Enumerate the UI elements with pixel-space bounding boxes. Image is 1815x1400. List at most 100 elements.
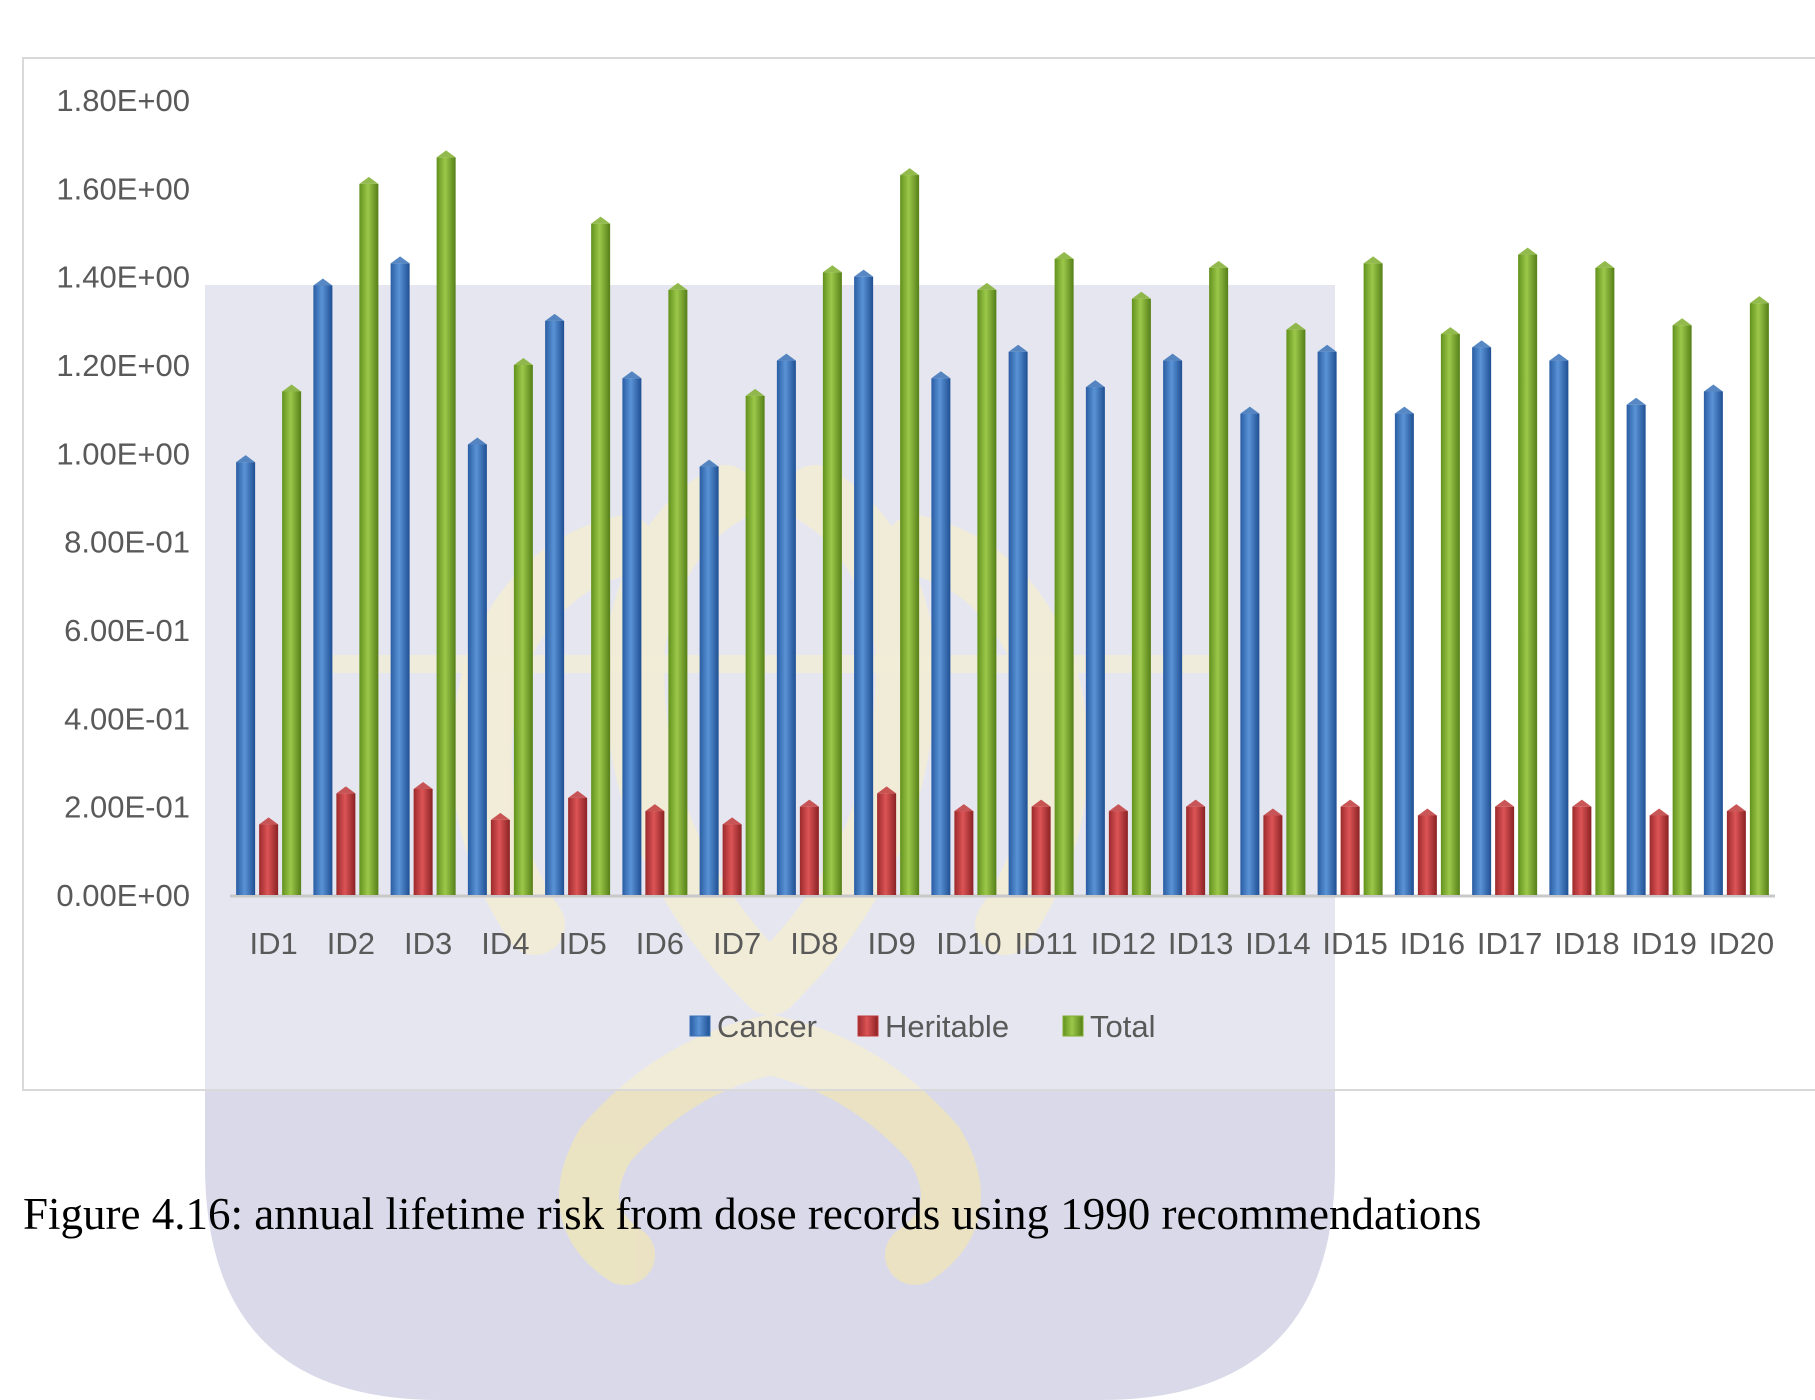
bar-cancer-id5 [545, 320, 565, 895]
bar-chart: 0.00E+00 2.00E-01 4.00E-01 6.00E-01 8.00E-01… [56, 83, 1775, 1044]
plot-area [236, 150, 1769, 896]
bar-cancer-id13 [1163, 360, 1183, 895]
bar-cap-heritable-id4 [490, 812, 510, 820]
bar-cap-total-id6 [668, 282, 688, 290]
x-tick-label-id20: ID20 [1709, 926, 1774, 961]
bar-cap-cancer-id7 [699, 459, 719, 467]
bar-total-id20 [1749, 303, 1769, 896]
figure-caption: Figure 4.16: annual lifetime risk from d… [23, 1189, 1482, 1239]
legend-label-cancer: Cancer [717, 1009, 817, 1044]
bar-cap-cancer-id9 [854, 269, 874, 277]
bar-total-id16 [1440, 334, 1460, 895]
bar-cap-heritable-id1 [259, 817, 279, 825]
bar-cap-cancer-id5 [545, 313, 565, 321]
bar-cap-cancer-id19 [1626, 397, 1646, 405]
bar-cap-cancer-id12 [1085, 380, 1105, 388]
bar-cancer-id7 [699, 466, 719, 895]
bar-heritable-id13 [1186, 806, 1206, 895]
x-tick-label-id2: ID2 [327, 926, 375, 961]
bar-total-id2 [359, 183, 379, 895]
bar-heritable-id5 [568, 797, 588, 895]
x-tick-label-id14: ID14 [1245, 926, 1310, 961]
legend-label-total: Total [1090, 1009, 1155, 1044]
bar-cap-heritable-id5 [568, 790, 588, 798]
bar-cap-cancer-id6 [622, 371, 642, 379]
bar-heritable-id1 [259, 824, 279, 895]
legend-swatch-heritable [857, 1015, 879, 1037]
bar-heritable-id9 [877, 793, 897, 895]
bar-cap-cancer-id8 [776, 353, 796, 361]
legend-item-cancer: Cancer [689, 1009, 817, 1044]
bar-cap-heritable-id9 [877, 786, 897, 794]
bar-cap-total-id1 [282, 384, 302, 392]
bar-heritable-id18 [1572, 806, 1592, 895]
bar-heritable-id15 [1340, 806, 1360, 895]
bar-cap-cancer-id13 [1163, 353, 1183, 361]
bar-total-id10 [977, 289, 997, 896]
bar-cap-heritable-id20 [1726, 804, 1746, 812]
bar-cap-cancer-id16 [1394, 406, 1414, 414]
x-tick-label-id18: ID18 [1554, 926, 1619, 961]
bar-heritable-id7 [722, 824, 742, 895]
bar-cap-total-id20 [1749, 296, 1769, 304]
legend: Cancer Heritable Total [689, 1009, 1155, 1044]
bar-cap-total-id4 [513, 358, 533, 365]
bar-cap-cancer-id11 [1008, 344, 1028, 352]
legend-swatch-total [1062, 1015, 1084, 1037]
bar-total-id4 [513, 365, 533, 895]
series-heritable [259, 782, 1746, 895]
x-tick-label-id8: ID8 [790, 926, 838, 961]
bar-cap-heritable-id7 [722, 817, 742, 825]
bar-cap-heritable-id12 [1108, 804, 1128, 812]
bar-heritable-id14 [1263, 815, 1283, 895]
x-tick-label-id11: ID11 [1015, 926, 1078, 961]
bar-total-id11 [1054, 259, 1074, 895]
bar-cap-cancer-id4 [467, 437, 487, 445]
bar-cap-total-id8 [822, 265, 842, 273]
bar-cancer-id1 [236, 462, 256, 895]
bar-cap-heritable-id8 [799, 799, 819, 807]
y-tick-label-4: 8.00E-01 [64, 525, 190, 560]
bar-total-id15 [1363, 263, 1383, 896]
bar-total-id9 [900, 175, 920, 896]
bar-cap-total-id11 [1054, 252, 1074, 259]
bar-cancer-id11 [1008, 351, 1028, 895]
bar-cancer-id20 [1703, 391, 1723, 895]
bar-cancer-id8 [776, 360, 796, 895]
bar-cancer-id15 [1317, 351, 1337, 895]
bar-heritable-id4 [490, 819, 510, 895]
bar-cancer-id9 [854, 276, 874, 896]
bar-cancer-id18 [1549, 360, 1569, 895]
bar-cap-cancer-id1 [236, 455, 256, 463]
bar-cap-total-id10 [977, 282, 997, 290]
bar-total-id17 [1518, 254, 1538, 896]
bar-heritable-id20 [1726, 811, 1746, 895]
bar-cap-heritable-id10 [954, 804, 974, 812]
bar-cap-total-id13 [1209, 260, 1229, 268]
x-tick-label-id7: ID7 [713, 926, 761, 961]
bar-cancer-id14 [1240, 413, 1260, 895]
bar-heritable-id3 [413, 789, 433, 895]
x-axis: ID1 ID2 ID3 ID4 ID5 ID6 ID7 ID8 ID9 ID10 ID11 ID12 I… [250, 926, 1775, 961]
bar-total-id13 [1209, 267, 1229, 895]
bar-cancer-id17 [1472, 347, 1492, 895]
bar-cap-total-id7 [745, 388, 765, 396]
y-tick-label-3: 6.00E-01 [64, 613, 190, 648]
bar-cap-total-id12 [1131, 291, 1151, 299]
bar-cap-total-id19 [1672, 318, 1692, 326]
bar-cancer-id4 [467, 444, 487, 895]
bar-heritable-id11 [1031, 806, 1051, 895]
bar-cap-total-id14 [1286, 322, 1306, 330]
y-tick-label-7: 1.40E+00 [56, 260, 190, 295]
y-tick-label-8: 1.60E+00 [56, 171, 190, 206]
bar-cap-cancer-id3 [390, 256, 410, 264]
bar-total-id5 [591, 223, 611, 895]
x-tick-label-id6: ID6 [636, 926, 684, 961]
legend-swatch-cancer [689, 1015, 711, 1037]
series-cancer [236, 256, 1723, 896]
bar-total-id14 [1286, 329, 1306, 896]
bar-total-id12 [1131, 298, 1151, 895]
bar-cap-heritable-id13 [1186, 799, 1206, 807]
y-tick-label-6: 1.20E+00 [56, 348, 190, 383]
bar-cap-heritable-id15 [1340, 799, 1360, 807]
